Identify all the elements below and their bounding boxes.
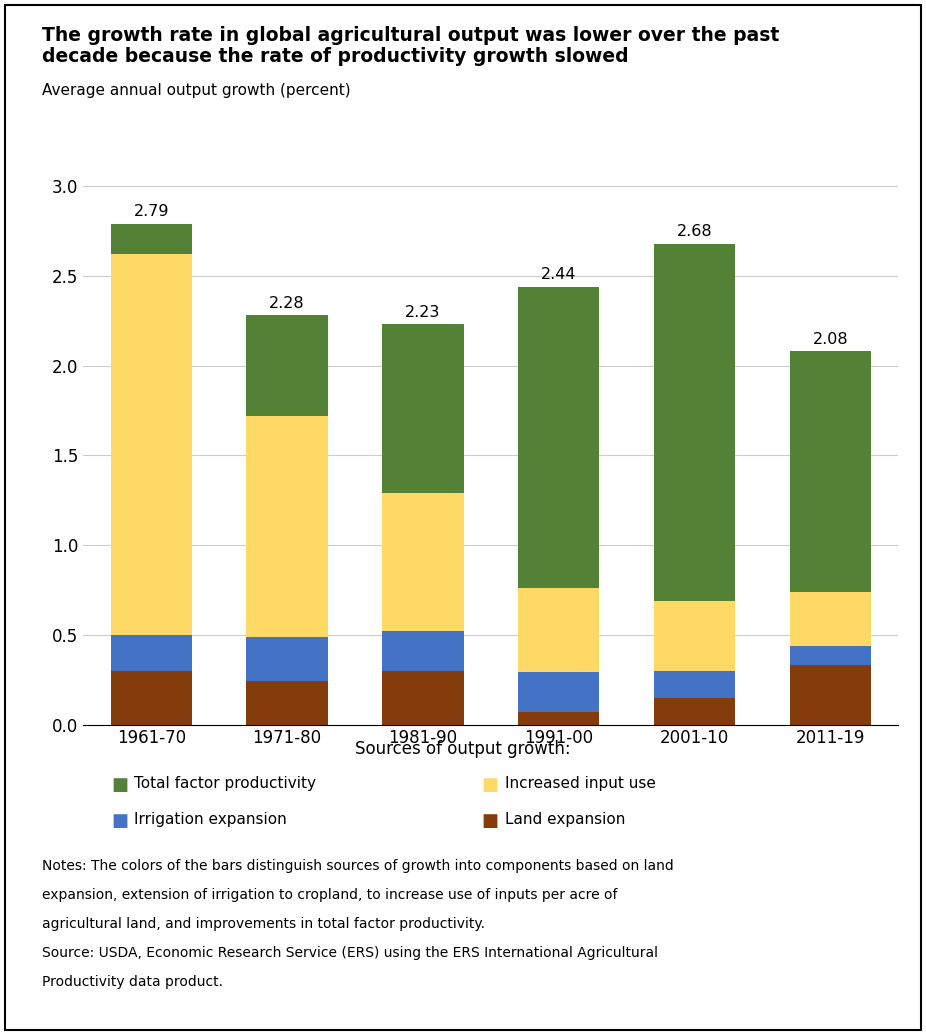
Bar <box>518 712 599 724</box>
Bar <box>790 592 871 646</box>
Bar <box>654 671 735 698</box>
Bar <box>382 671 464 724</box>
Text: 2.44: 2.44 <box>541 267 577 283</box>
Bar <box>790 351 871 592</box>
Bar <box>382 631 464 671</box>
Bar <box>110 224 192 255</box>
Text: Sources of output growth:: Sources of output growth: <box>356 740 570 758</box>
Bar <box>246 637 328 681</box>
Text: 2.08: 2.08 <box>812 332 848 347</box>
Bar <box>518 588 599 673</box>
Bar <box>790 666 871 724</box>
Text: Total factor productivity: Total factor productivity <box>134 776 317 791</box>
Text: decade because the rate of productivity growth slowed: decade because the rate of productivity … <box>42 47 629 65</box>
Text: Irrigation expansion: Irrigation expansion <box>134 812 287 827</box>
Text: ■: ■ <box>111 776 128 794</box>
Bar <box>654 698 735 724</box>
Text: Land expansion: Land expansion <box>505 812 625 827</box>
Text: 2.28: 2.28 <box>269 296 305 310</box>
Bar <box>110 634 192 671</box>
Bar <box>382 324 464 493</box>
Text: 2.79: 2.79 <box>133 205 169 219</box>
Text: Notes: The colors of the bars distinguish sources of growth into components base: Notes: The colors of the bars distinguis… <box>42 859 673 874</box>
Bar <box>518 287 599 588</box>
Text: Increased input use: Increased input use <box>505 776 656 791</box>
Bar <box>790 646 871 666</box>
Bar <box>246 681 328 724</box>
Text: 2.68: 2.68 <box>677 225 712 239</box>
Text: The growth rate in global agricultural output was lower over the past: The growth rate in global agricultural o… <box>42 26 779 45</box>
Text: ■: ■ <box>482 812 498 830</box>
Bar <box>518 673 599 712</box>
Text: ■: ■ <box>482 776 498 794</box>
Text: Productivity data product.: Productivity data product. <box>42 975 222 989</box>
Bar <box>110 255 192 634</box>
Bar <box>110 671 192 724</box>
Text: ■: ■ <box>111 812 128 830</box>
Bar <box>654 600 735 671</box>
Bar <box>382 493 464 631</box>
Bar <box>654 243 735 600</box>
Text: Average annual output growth (percent): Average annual output growth (percent) <box>42 83 350 97</box>
Bar <box>246 316 328 416</box>
Text: Source: USDA, Economic Research Service (ERS) using the ERS International Agricu: Source: USDA, Economic Research Service … <box>42 946 657 960</box>
Text: 2.23: 2.23 <box>406 305 441 320</box>
Bar <box>246 416 328 637</box>
Text: agricultural land, and improvements in total factor productivity.: agricultural land, and improvements in t… <box>42 917 484 932</box>
Text: expansion, extension of irrigation to cropland, to increase use of inputs per ac: expansion, extension of irrigation to cr… <box>42 888 617 903</box>
